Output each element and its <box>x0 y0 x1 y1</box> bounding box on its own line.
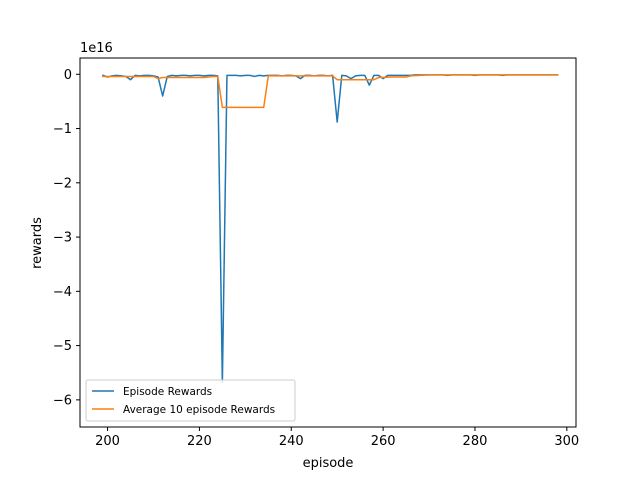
x-tick-label: 200 <box>95 434 120 449</box>
x-axis-label: episode <box>303 456 354 471</box>
x-axis: 200 220 240 260 280 300 <box>95 427 579 449</box>
x-tick-label: 260 <box>371 434 396 449</box>
x-tick-label: 220 <box>187 434 212 449</box>
y-tick-label: 0 <box>64 68 72 83</box>
y-axis-label: rewards <box>30 217 45 269</box>
legend-label-episode-rewards: Episode Rewards <box>123 386 212 398</box>
legend-label-average-rewards: Average 10 episode Rewards <box>123 404 275 416</box>
x-tick-label: 240 <box>279 434 304 449</box>
y-tick-label: −5 <box>53 339 72 354</box>
x-tick-label: 280 <box>463 434 488 449</box>
y-axis: 0 −1 −2 −3 −4 −5 −6 <box>53 68 80 408</box>
y-tick-label: −1 <box>53 122 72 137</box>
x-tick-label: 300 <box>554 434 579 449</box>
y-tick-label: −6 <box>53 393 72 408</box>
series-layer <box>102 74 559 383</box>
series-line-1 <box>102 74 559 109</box>
legend: Episode Rewards Average 10 episode Rewar… <box>85 379 296 422</box>
y-offset-label: 1e16 <box>80 41 113 56</box>
y-tick-label: −2 <box>53 176 72 191</box>
y-tick-label: −3 <box>53 231 72 246</box>
y-tick-label: −4 <box>53 285 72 300</box>
plot-frame <box>79 57 577 428</box>
legend-box <box>85 379 296 422</box>
